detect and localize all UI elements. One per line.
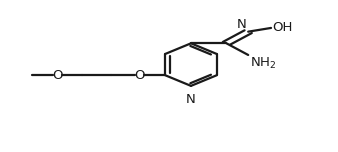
Text: O: O xyxy=(52,69,63,82)
Text: N: N xyxy=(237,18,246,31)
Text: O: O xyxy=(135,69,145,82)
Text: NH$_2$: NH$_2$ xyxy=(250,55,276,71)
Text: OH: OH xyxy=(273,21,293,34)
Text: N: N xyxy=(186,93,196,106)
